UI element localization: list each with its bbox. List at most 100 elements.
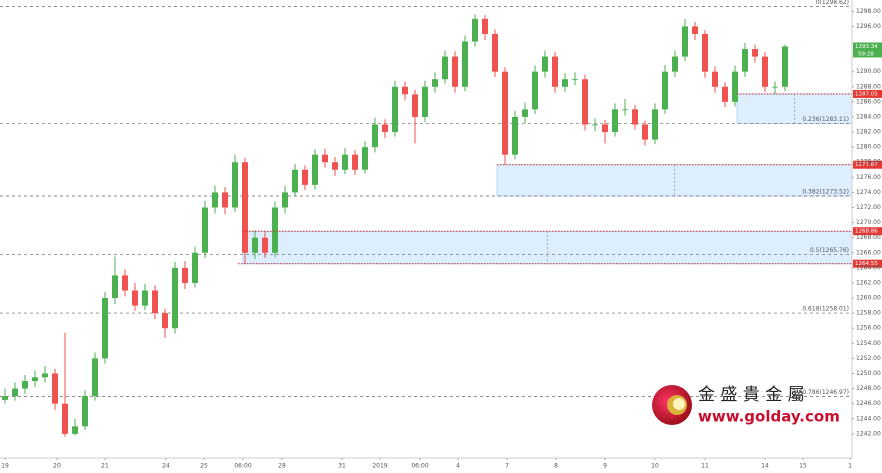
y-tick-label: 1250.00 bbox=[856, 370, 881, 377]
candle-body bbox=[722, 86, 728, 102]
price-tag-text: 1293.34 bbox=[855, 44, 878, 50]
x-tick-label: 31 bbox=[338, 463, 346, 470]
x-tick-label: 24 bbox=[162, 463, 170, 470]
x-tick-label: 4 bbox=[456, 463, 460, 470]
logo-icon bbox=[673, 398, 685, 410]
candle-body bbox=[622, 109, 628, 111]
candle-body bbox=[702, 33, 708, 72]
fib-label: 0(1298.62) bbox=[816, 0, 849, 6]
level-tag-text: 1268.86 bbox=[855, 229, 878, 235]
axes: 1242.00 1244.00 1246.00 1248.00 1250.00 1252.… bbox=[1, 8, 882, 470]
x-tick-label: 20 bbox=[53, 463, 61, 470]
fib-label: 0.786(1246.97) bbox=[802, 389, 849, 396]
y-tick-label: 1260.00 bbox=[856, 295, 881, 302]
candle-body bbox=[712, 71, 718, 87]
x-tick-label: 1 bbox=[848, 463, 852, 470]
candle-body bbox=[132, 290, 138, 306]
candle-body bbox=[112, 275, 118, 299]
candle-body bbox=[362, 147, 368, 170]
candle-body bbox=[252, 237, 258, 253]
candle-body bbox=[192, 252, 198, 283]
y-tick-label: 1296.00 bbox=[856, 23, 881, 30]
candle-body bbox=[202, 207, 208, 253]
level-tag bbox=[853, 259, 882, 268]
y-tick-label: 1276.00 bbox=[856, 174, 881, 181]
level-tag bbox=[853, 227, 882, 236]
y-tick-label: 1242.00 bbox=[856, 430, 881, 437]
candle-body bbox=[72, 426, 78, 434]
y-tick-label: 1274.00 bbox=[856, 189, 881, 196]
x-tick-label: 21 bbox=[101, 463, 109, 470]
y-tick-label: 1254.00 bbox=[856, 340, 881, 347]
candle-body bbox=[662, 71, 668, 110]
candle-body bbox=[612, 109, 618, 133]
candle-body bbox=[582, 79, 588, 125]
candle-body bbox=[222, 192, 228, 208]
candle-body bbox=[382, 124, 388, 133]
x-tick-label: 2019 bbox=[372, 463, 387, 470]
x-tick-label: 25 bbox=[200, 463, 208, 470]
candle-body bbox=[52, 373, 58, 404]
candle-body bbox=[232, 162, 238, 208]
candle-body bbox=[12, 388, 18, 397]
x-tick-label: 8 bbox=[554, 463, 558, 470]
y-tick-label: 1272.00 bbox=[856, 204, 881, 211]
x-tick-label: 7 bbox=[505, 463, 509, 470]
candle-body bbox=[62, 403, 68, 434]
candle-body bbox=[102, 298, 108, 359]
level-tag bbox=[853, 89, 882, 98]
candle-body bbox=[772, 86, 778, 88]
candle-body bbox=[482, 18, 488, 34]
logo-name: 金 盛 貴 金 屬 bbox=[698, 385, 805, 405]
y-tick-label: 1262.00 bbox=[856, 279, 881, 286]
candle-body bbox=[542, 56, 548, 72]
candle-body bbox=[2, 396, 8, 400]
candle-body bbox=[752, 49, 758, 57]
candle-body bbox=[182, 267, 188, 283]
candle-body bbox=[672, 56, 678, 72]
candle-body bbox=[512, 116, 518, 155]
candle-body bbox=[552, 56, 558, 87]
candle-body bbox=[332, 162, 338, 170]
fib-label: 0.382(1273.52) bbox=[802, 189, 849, 196]
x-tick-label: 28 bbox=[278, 463, 286, 470]
candle-body bbox=[442, 56, 448, 80]
candle-body bbox=[742, 49, 748, 72]
candle-body bbox=[402, 86, 408, 95]
candle-body bbox=[642, 124, 648, 140]
y-tick-label: 1268.00 bbox=[856, 234, 881, 241]
candle-body bbox=[352, 154, 358, 170]
y-tick-label: 1248.00 bbox=[856, 385, 881, 392]
candle-body bbox=[92, 358, 98, 397]
x-tick-label: 9 bbox=[603, 463, 607, 470]
candle-body bbox=[152, 290, 158, 314]
y-tick-label: 1284.00 bbox=[856, 113, 881, 120]
candle-body bbox=[22, 381, 28, 389]
candle-body bbox=[172, 267, 178, 329]
candle-body bbox=[562, 79, 568, 87]
y-tick-label: 1266.00 bbox=[856, 249, 881, 256]
x-tick-label: 06:00 bbox=[234, 463, 251, 470]
y-tick-label: 1264.00 bbox=[856, 264, 881, 271]
y-tick-label: 1258.00 bbox=[856, 310, 881, 317]
candle-body bbox=[292, 169, 298, 193]
x-tick-label: 10 bbox=[651, 463, 659, 470]
candle-body bbox=[272, 207, 278, 253]
fib-levels: 0(1298.62) 0.236(1283.11) 0.382(1273.52) 0.… bbox=[0, 0, 852, 397]
candle-body bbox=[412, 94, 418, 117]
candle-body bbox=[432, 79, 438, 87]
level-tag-text: 1277.67 bbox=[855, 162, 878, 168]
candle-body bbox=[342, 154, 348, 170]
candle-body bbox=[782, 46, 788, 87]
y-tick-label: 1288.00 bbox=[856, 83, 881, 90]
candle-body bbox=[392, 86, 398, 133]
candle-body bbox=[322, 154, 328, 163]
candle-body bbox=[692, 26, 698, 34]
y-tick-label: 1278.00 bbox=[856, 159, 881, 166]
y-tick-label: 1282.00 bbox=[856, 129, 881, 136]
y-tick-label: 1246.00 bbox=[856, 400, 881, 407]
candle-body bbox=[652, 109, 658, 140]
candle-body bbox=[212, 192, 218, 208]
y-tick-label: 1252.00 bbox=[856, 355, 881, 362]
candle-body bbox=[602, 124, 608, 133]
